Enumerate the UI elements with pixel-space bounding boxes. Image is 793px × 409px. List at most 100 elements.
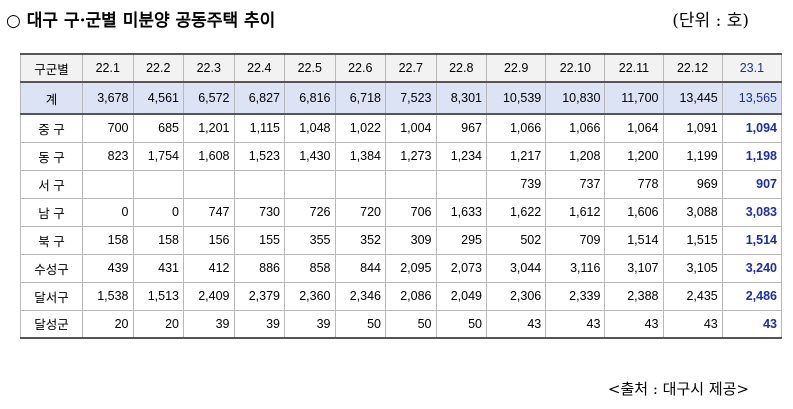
table-cell: 2,486 xyxy=(721,281,783,311)
table-cell: 739 xyxy=(485,169,547,199)
table-cell: 907 xyxy=(721,169,783,199)
table-cell xyxy=(233,169,285,199)
table-cell: 352 xyxy=(334,225,386,255)
row-label: 서 구 xyxy=(20,169,83,199)
table-cell: 1,198 xyxy=(721,141,783,171)
table-cell: 1,606 xyxy=(604,197,664,227)
table-cell: 2,409 xyxy=(183,281,235,311)
table-cell: 6,816 xyxy=(284,81,336,115)
table-cell: 10,830 xyxy=(545,81,606,115)
table-cell: 3,088 xyxy=(662,197,723,227)
table-cell: 2,379 xyxy=(233,281,285,311)
table-cell: 158 xyxy=(132,225,184,255)
table-cell: 10,539 xyxy=(485,81,547,115)
table-cell xyxy=(183,169,235,199)
table-cell: 3,044 xyxy=(485,253,547,283)
row-label: 북 구 xyxy=(20,225,83,255)
table-cell: 700 xyxy=(82,113,134,143)
table-row: 북 구 158 158 156 155 355 352 309 295 502 709 1,514 1,… xyxy=(20,225,783,255)
table-cell: 1,514 xyxy=(604,225,664,255)
table-cell: 1,208 xyxy=(545,141,606,171)
table-cell: 726 xyxy=(284,197,336,227)
table-cell: 3,116 xyxy=(545,253,606,283)
table-cell: 11,700 xyxy=(604,81,664,115)
table-cell: 844 xyxy=(334,253,386,283)
table-cell: 1,091 xyxy=(662,113,723,143)
table-cell: 2,306 xyxy=(485,281,547,311)
table-cell: 439 xyxy=(82,253,134,283)
table-cell xyxy=(284,169,336,199)
unsold-housing-table: 구군별 22.1 22.2 22.3 22.4 22.5 22.6 22.7 22.8 22.9… xyxy=(20,53,783,339)
row-label: 동 구 xyxy=(20,141,83,171)
table-cell: 6,827 xyxy=(233,81,285,115)
table-body: 계 3,678 4,561 6,572 6,827 6,816 6,718 7,523 8,30… xyxy=(20,81,783,339)
table-cell: 967 xyxy=(435,113,487,143)
column-header: 22.1 xyxy=(82,53,134,83)
table-cell: 1,234 xyxy=(435,141,487,171)
table-cell: 39 xyxy=(233,309,285,339)
row-label: 중 구 xyxy=(20,113,83,143)
table-cell: 43 xyxy=(604,309,664,339)
table-cell: 158 xyxy=(82,225,134,255)
table-cell: 3,083 xyxy=(721,197,783,227)
table-cell: 20 xyxy=(132,309,184,339)
table-cell xyxy=(82,169,134,199)
table-cell: 2,388 xyxy=(604,281,664,311)
column-header: 22.10 xyxy=(545,53,606,83)
table-cell: 1,523 xyxy=(233,141,285,171)
column-header: 22.6 xyxy=(334,53,386,83)
table-cell: 3,107 xyxy=(604,253,664,283)
table-cell: 2,086 xyxy=(385,281,437,311)
table-cell: 295 xyxy=(435,225,487,255)
table-cell: 1,384 xyxy=(334,141,386,171)
table-cell: 1,066 xyxy=(545,113,606,143)
table-cell: 886 xyxy=(233,253,285,283)
table-cell: 1,094 xyxy=(721,113,783,143)
table-cell: 412 xyxy=(183,253,235,283)
table-cell: 737 xyxy=(545,169,606,199)
table-cell: 43 xyxy=(545,309,606,339)
source-note: <출처 : 대구시 제공> xyxy=(607,380,749,398)
table-cell: 1,273 xyxy=(385,141,437,171)
table-cell: 1,048 xyxy=(284,113,336,143)
table-cell: 3,240 xyxy=(721,253,783,283)
column-header: 22.5 xyxy=(284,53,336,83)
table-cell: 709 xyxy=(545,225,606,255)
table-cell: 969 xyxy=(662,169,723,199)
table-cell: 1,612 xyxy=(545,197,606,227)
table-cell: 1,199 xyxy=(662,141,723,171)
table-cell: 1,622 xyxy=(485,197,547,227)
table-cell: 730 xyxy=(233,197,285,227)
table-cell: 1,515 xyxy=(662,225,723,255)
row-label: 남 구 xyxy=(20,197,83,227)
header-row: 구군별 22.1 22.2 22.3 22.4 22.5 22.6 22.7 22.8 22.9… xyxy=(20,53,783,83)
page-title: ○ 대구 구·군별 미분양 공동주택 추이 xyxy=(6,11,276,31)
table-cell: 706 xyxy=(385,197,437,227)
table-cell: 50 xyxy=(435,309,487,339)
table-cell: 720 xyxy=(334,197,386,227)
table-cell: 1,217 xyxy=(485,141,547,171)
table-cell: 1,513 xyxy=(132,281,184,311)
table-cell: 155 xyxy=(233,225,285,255)
table-cell: 2,360 xyxy=(284,281,336,311)
table-cell: 20 xyxy=(82,309,134,339)
table-cell: 0 xyxy=(82,197,134,227)
table-cell: 1,608 xyxy=(183,141,235,171)
table-cell: 1,115 xyxy=(233,113,285,143)
column-header: 23.1 xyxy=(721,53,783,83)
row-label: 수성구 xyxy=(20,253,83,283)
table-cell: 1,200 xyxy=(604,141,664,171)
table-cell xyxy=(385,169,437,199)
table-row: 서 구 739 737 778 969 907 xyxy=(20,169,783,199)
table-cell: 309 xyxy=(385,225,437,255)
table-cell: 2,049 xyxy=(435,281,487,311)
table-cell: 7,523 xyxy=(385,81,437,115)
table-cell: 43 xyxy=(721,309,783,339)
table-cell: 1,064 xyxy=(604,113,664,143)
table-cell: 2,073 xyxy=(435,253,487,283)
table-cell: 747 xyxy=(183,197,235,227)
table-cell: 778 xyxy=(604,169,664,199)
table-cell: 431 xyxy=(132,253,184,283)
table-cell: 1,754 xyxy=(132,141,184,171)
table-cell: 3,105 xyxy=(662,253,723,283)
